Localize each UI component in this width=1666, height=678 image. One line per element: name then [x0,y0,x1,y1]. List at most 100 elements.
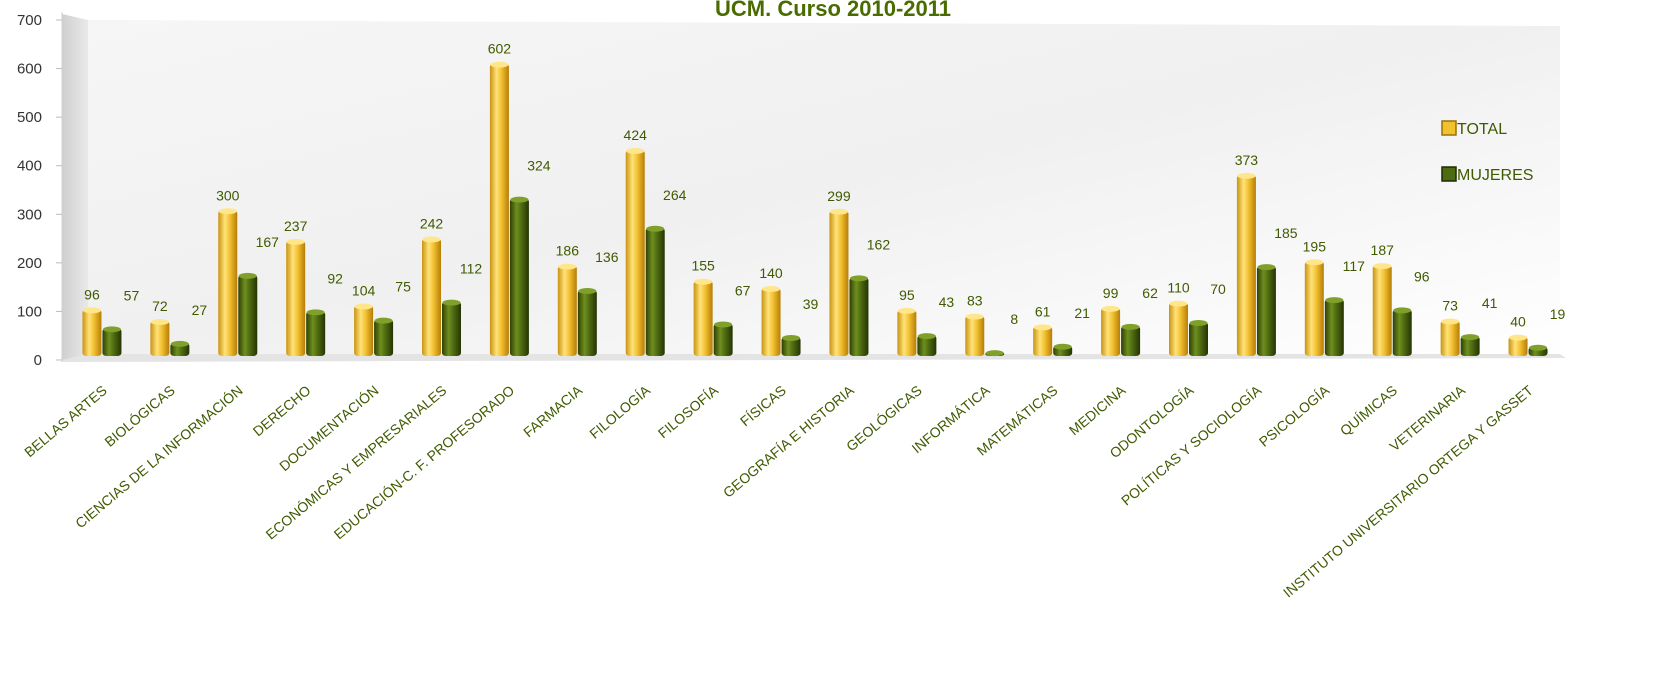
bar-mujeres [917,333,937,356]
y-tick-label: 200 [17,255,42,272]
data-label-total: 424 [624,127,648,143]
x-tick-label: DERECHO [250,382,314,439]
bar-mujeres [1256,264,1276,356]
y-tick-label: 0 [34,352,42,369]
x-tick-label: MEDICINA [1066,382,1129,439]
bar-top [714,321,733,328]
data-label-total: 187 [1371,242,1395,258]
bar-top [1393,307,1412,314]
data-label-mujeres: 75 [395,279,411,295]
bar-mujeres [1053,343,1073,356]
bar-top [849,275,868,282]
bar-body [306,311,326,356]
x-tick-label: FARMACIA [520,382,586,441]
data-label-total: 186 [556,243,580,259]
bar-body [965,315,985,356]
bar-body [442,301,461,356]
bar-top [1237,172,1256,179]
bar-body [1236,174,1256,356]
x-tick-label: POLÍTICAS Y SOCIOLOGÍA [1118,382,1265,509]
x-tick-label: GEOGRAFÍA E HISTORIA [720,382,858,501]
bar-top [1189,320,1208,326]
legend-swatch-mujeres [1441,166,1457,182]
bar-body [829,210,849,356]
bar-top [558,263,577,270]
bar-mujeres [713,321,733,356]
bar-top [1441,318,1460,325]
bar-body [917,335,937,356]
data-label-total: 99 [1103,285,1119,301]
bar-top [306,309,325,316]
data-label-mujeres: 39 [803,296,819,312]
bar-body [781,337,801,356]
bar-body [1372,265,1392,356]
bar-top [917,333,936,340]
bar-total [829,208,849,356]
bar-top [782,335,801,342]
bar-mujeres [849,275,869,356]
bar-body [625,150,645,356]
data-label-total: 96 [84,286,100,302]
bar-mujeres [1121,323,1141,356]
bar-top [354,303,373,310]
data-label-total: 299 [827,188,851,204]
bar-body [1324,299,1344,356]
bar-top [490,61,509,68]
bar-top [82,307,101,314]
bar-total [625,148,645,356]
bar-total [1440,318,1460,356]
data-label-total: 242 [420,215,444,231]
data-label-mujeres: 57 [124,287,140,303]
bar-top [1169,300,1188,307]
data-label-mujeres: 21 [1074,305,1090,321]
bar-total [693,278,713,356]
data-labels: 96 72 300 237 104 242 602 186 424 155 140 299 95 83 61… [84,41,1565,330]
data-label-total: 73 [1442,298,1458,314]
bar-body [1169,302,1188,356]
bar-total [1236,172,1256,356]
bar-total [965,313,985,356]
bar-body [1256,266,1276,356]
y-tick-label: 500 [17,109,42,126]
bar-body [1440,320,1460,356]
bar-mujeres [1460,334,1480,356]
bar-total [489,61,509,356]
bar-top [422,236,441,243]
bar-total [1304,259,1324,356]
data-label-total: 373 [1235,152,1259,168]
bar-body [82,309,102,356]
bar-top [1373,263,1392,270]
bar-mujeres [374,317,394,356]
data-label-mujeres: 185 [1274,225,1298,241]
bar-top [170,340,189,347]
bar-top [150,319,169,326]
data-label-mujeres: 70 [1210,281,1226,297]
bar-body [1304,261,1324,356]
bar-mujeres [170,340,190,356]
bar-top [762,286,781,292]
bar-top [626,148,645,155]
x-tick-label: QUÍMICAS [1337,382,1400,439]
data-label-mujeres: 112 [460,261,483,277]
bar-body [713,323,733,356]
bar-mujeres [238,272,258,356]
data-label-mujeres: 324 [527,158,551,174]
bar-top [1461,334,1480,341]
data-label-mujeres: 27 [192,302,208,318]
bar-top [829,208,848,215]
x-tick-label: FILOSOFÍA [655,382,722,442]
bar-mujeres [306,309,326,356]
bar-top [1033,324,1052,331]
legend-swatch-total [1441,120,1457,136]
bar-mujeres [442,299,461,356]
bar-body [102,328,122,356]
bar-mujeres [509,196,529,356]
bar-top [510,196,529,203]
data-label-mujeres: 92 [327,270,343,286]
bar-total [422,236,441,356]
bar-mujeres [1189,320,1208,356]
bar-mujeres [781,335,801,356]
data-label-total: 110 [1167,280,1190,296]
